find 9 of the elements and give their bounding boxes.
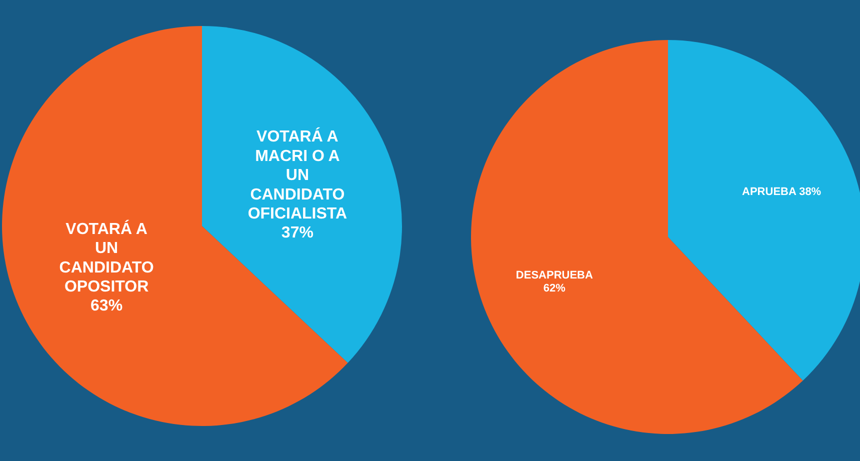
slice-label: VOTARÁ A MACRI O A UN CANDIDATO OFICIALISTA [248,126,348,222]
data-label: 63% [90,297,123,314]
slice-label: VOTARÁ A UN CANDIDATO OPOSITOR [59,218,154,296]
slice-label: APRUEBA 38% [742,186,822,198]
pie-slice [202,26,402,363]
data-label: 37% [281,224,314,242]
pie-slice [2,26,348,426]
slice-label: DESAPRUEBA [516,269,593,282]
data-label: 62% [543,282,566,295]
